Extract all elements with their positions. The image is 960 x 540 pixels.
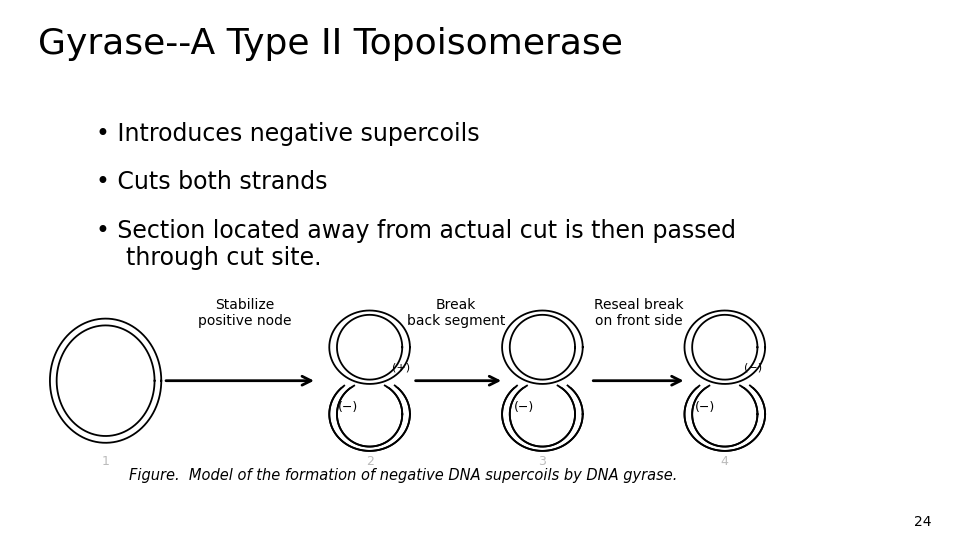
Text: (−): (−) [338,401,358,414]
Text: • Cuts both strands: • Cuts both strands [96,170,327,194]
Text: 4: 4 [721,455,729,468]
Text: Reseal break
on front side: Reseal break on front side [593,298,684,328]
FancyBboxPatch shape [682,374,768,388]
Text: 24: 24 [914,515,931,529]
Text: (+): (+) [392,362,410,372]
Text: (−): (−) [695,401,715,414]
Text: Gyrase--A Type II Topoisomerase: Gyrase--A Type II Topoisomerase [38,27,623,61]
Text: (−): (−) [744,362,762,372]
Text: Break
back segment: Break back segment [407,298,505,328]
Text: Figure.  Model of the formation of negative DNA supercoils by DNA gyrase.: Figure. Model of the formation of negati… [129,468,678,483]
FancyBboxPatch shape [499,374,585,388]
Text: • Introduces negative supercoils: • Introduces negative supercoils [96,122,480,145]
Text: • Section located away from actual cut is then passed
    through cut site.: • Section located away from actual cut i… [96,219,736,271]
Text: Stabilize
positive node: Stabilize positive node [198,298,292,328]
Text: 1: 1 [102,455,109,468]
FancyBboxPatch shape [326,374,413,388]
Text: 2: 2 [366,455,373,468]
Text: (−): (−) [514,401,534,414]
Text: 3: 3 [539,455,546,468]
